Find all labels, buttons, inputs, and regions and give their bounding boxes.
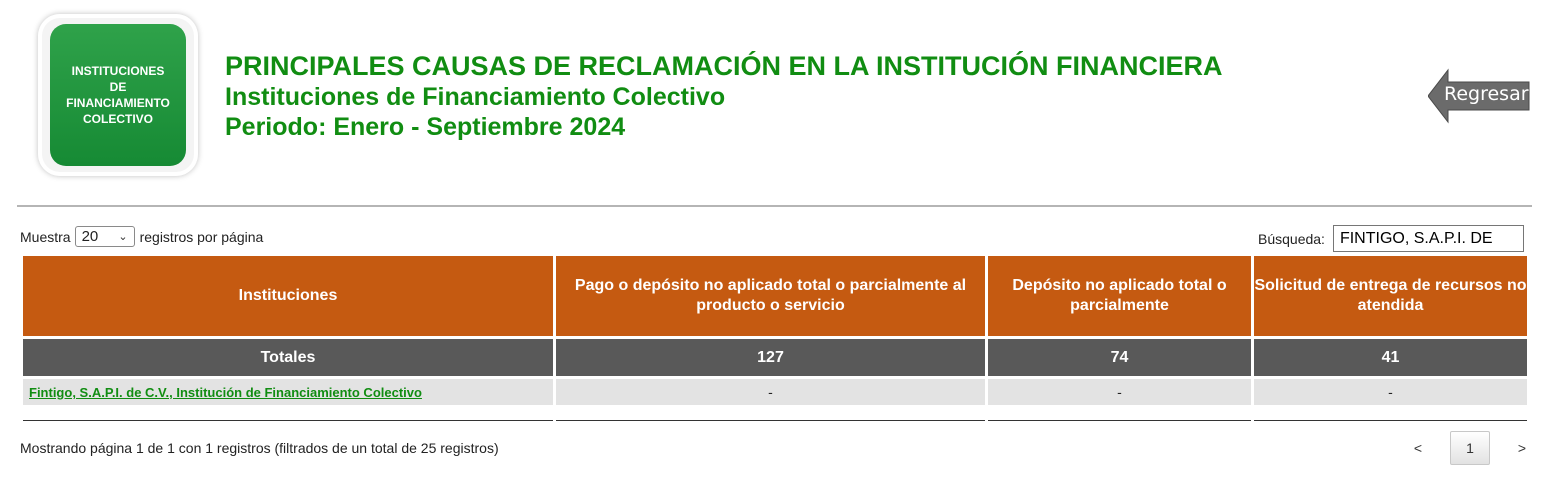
logo-line-3: FINANCIAMIENTO — [66, 96, 170, 110]
page-length-value: 20 — [81, 228, 99, 245]
search-input[interactable] — [1332, 225, 1524, 252]
logo-line-2: DE — [109, 80, 127, 94]
column-header-deposito-no-aplicado[interactable]: Depósito no aplicado total o parcialment… — [988, 256, 1251, 336]
column-header-instituciones[interactable]: Instituciones — [23, 256, 553, 336]
header-divider — [17, 205, 1532, 207]
table-cell: - — [556, 379, 985, 405]
institution-link[interactable]: Fintigo, S.A.P.I. de C.V., Institución d… — [29, 385, 422, 400]
totals-row: Totales 127 74 41 — [23, 339, 1527, 376]
search-control: Búsqueda: — [1258, 225, 1524, 252]
back-button-label: Regresar — [1444, 83, 1529, 105]
arrow-left-icon — [1428, 68, 1530, 124]
totals-value: 74 — [988, 339, 1251, 376]
logo-line-4: COLECTIVO — [82, 112, 153, 126]
next-page-button[interactable]: > — [1517, 440, 1527, 456]
table-info: Mostrando página 1 de 1 con 1 registros … — [20, 440, 499, 456]
page-length-control: Muestra 20 ⌄ registros por página — [20, 226, 263, 247]
table-bottom-border — [1254, 420, 1527, 421]
page-length-select[interactable]: 20 ⌄ — [74, 226, 135, 247]
page-button-1[interactable]: 1 — [1450, 431, 1490, 465]
table-bottom-border — [556, 420, 985, 421]
totals-value: 41 — [1254, 339, 1527, 376]
previous-page-button[interactable]: < — [1413, 440, 1423, 456]
column-header-solicitud-entrega[interactable]: Solicitud de entrega de recursos no aten… — [1254, 256, 1527, 336]
back-button[interactable]: Regresar — [1428, 68, 1530, 124]
totals-label: Totales — [23, 339, 553, 376]
period-label: Periodo: Enero - Septiembre 2024 — [225, 113, 626, 141]
table-bottom-border — [23, 420, 553, 421]
page-title: PRINCIPALES CAUSAS DE RECLAMACIÓN EN LA … — [225, 51, 1223, 81]
page-subtitle: Instituciones de Financiamiento Colectiv… — [225, 83, 726, 111]
length-suffix: registros por página — [139, 228, 264, 245]
page-header: PRINCIPALES CAUSAS DE RECLAMACIÓN EN LA … — [225, 51, 1223, 142]
totals-value: 127 — [556, 339, 985, 376]
logo-line-1: INSTITUCIONES — [71, 64, 165, 78]
logo-tile: INSTITUCIONES DE FINANCIAMIENTO COLECTIV… — [50, 24, 186, 166]
table-cell: - — [988, 379, 1251, 405]
length-prefix: Muestra — [20, 228, 71, 245]
column-header-pago-deposito[interactable]: Pago o depósito no aplicado total o parc… — [556, 256, 985, 336]
table-row: Fintigo, S.A.P.I. de C.V., Institución d… — [23, 379, 1527, 405]
chevron-down-icon: ⌄ — [118, 231, 128, 243]
table-header-row: Instituciones Pago o depósito no aplicad… — [23, 256, 1527, 336]
search-label: Búsqueda: — [1258, 230, 1325, 247]
table-bottom-border — [988, 420, 1251, 421]
logo-text: INSTITUCIONES DE FINANCIAMIENTO COLECTIV… — [54, 63, 182, 127]
pagination: < 1 > — [1400, 431, 1540, 465]
table-cell: - — [1254, 379, 1527, 405]
logo: INSTITUCIONES DE FINANCIAMIENTO COLECTIV… — [38, 14, 198, 176]
institution-cell: Fintigo, S.A.P.I. de C.V., Institución d… — [23, 379, 553, 405]
complaints-table: Instituciones Pago o depósito no aplicad… — [20, 253, 1530, 408]
